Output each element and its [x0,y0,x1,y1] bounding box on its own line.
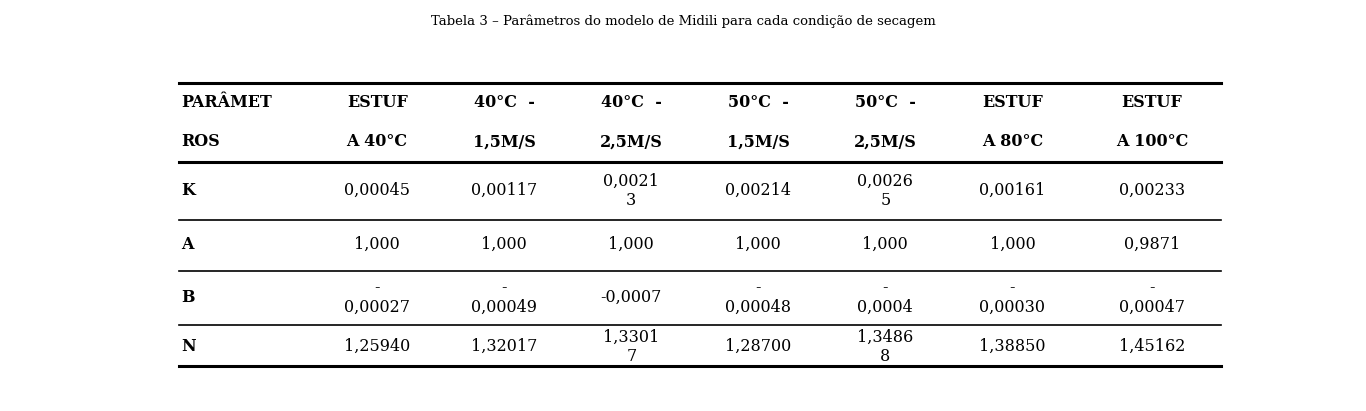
Text: ROS: ROS [182,134,220,150]
Text: 0,00214: 0,00214 [725,182,791,199]
Text: A 40°C: A 40°C [347,134,407,150]
Text: ESTUF: ESTUF [1121,94,1183,111]
Text: 0,0021
3: 0,0021 3 [604,173,660,209]
Text: 1,45162: 1,45162 [1119,338,1186,355]
Text: 1,25940: 1,25940 [344,338,410,355]
Text: -
0,00048: - 0,00048 [725,279,791,316]
Text: -
0,00027: - 0,00027 [344,279,410,316]
Text: 1,000: 1,000 [862,236,908,253]
Text: -
0,00047: - 0,00047 [1119,279,1186,316]
Text: 1,000: 1,000 [608,236,654,253]
Text: 0,00045: 0,00045 [344,182,410,199]
Text: 1,3301
7: 1,3301 7 [604,328,660,365]
Text: B: B [182,289,195,306]
Text: 2,5M/S: 2,5M/S [600,134,663,150]
Text: PARÂMET: PARÂMET [182,94,272,111]
Text: Tabela 3 – Parâmetros do modelo de Midili para cada condição de secagem: Tabela 3 – Parâmetros do modelo de Midil… [430,14,936,28]
Text: 1,000: 1,000 [989,236,1035,253]
Text: 50°C  -: 50°C - [855,94,915,111]
Text: 1,28700: 1,28700 [725,338,791,355]
Text: 1,5M/S: 1,5M/S [727,134,790,150]
Text: -
0,0004: - 0,0004 [858,279,914,316]
Text: 0,00117: 0,00117 [471,182,537,199]
Text: 1,000: 1,000 [735,236,781,253]
Text: A 100°C: A 100°C [1116,134,1188,150]
Text: 1,5M/S: 1,5M/S [473,134,535,150]
Text: 1,38850: 1,38850 [979,338,1045,355]
Text: ESTUF: ESTUF [982,94,1042,111]
Text: A: A [182,236,194,253]
Text: 2,5M/S: 2,5M/S [854,134,917,150]
Text: -
0,00049: - 0,00049 [471,279,537,316]
Text: A 80°C: A 80°C [982,134,1044,150]
Text: K: K [182,182,195,199]
Text: N: N [182,338,195,355]
Text: ESTUF: ESTUF [347,94,407,111]
Text: 0,00161: 0,00161 [979,182,1045,199]
Text: 1,000: 1,000 [354,236,400,253]
Text: 0,00233: 0,00233 [1119,182,1186,199]
Text: 40°C  -: 40°C - [474,94,534,111]
Text: 1,3486
8: 1,3486 8 [858,328,914,365]
Text: -
0,00030: - 0,00030 [979,279,1045,316]
Text: 0,9871: 0,9871 [1124,236,1180,253]
Text: 0,0026
5: 0,0026 5 [858,173,914,209]
Text: 40°C  -: 40°C - [601,94,661,111]
Text: -0,0007: -0,0007 [601,289,663,306]
Text: 50°C  -: 50°C - [728,94,788,111]
Text: 1,32017: 1,32017 [471,338,537,355]
Text: 1,000: 1,000 [481,236,527,253]
